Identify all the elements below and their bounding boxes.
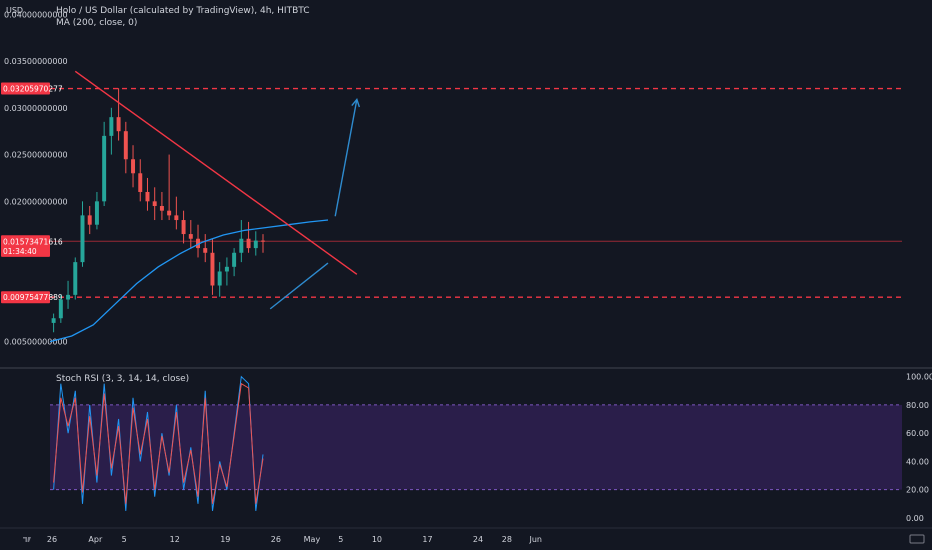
time-tick-label: Apr: [88, 535, 103, 544]
candle-body: [174, 215, 179, 221]
candle-body: [80, 215, 85, 263]
candle-body: [73, 262, 78, 295]
stoch-d-line: [53, 382, 264, 504]
candle-body: [232, 252, 237, 267]
candle-body: [94, 201, 99, 225]
stoch-band: [50, 404, 902, 490]
price-tick-label: 0.00500000000: [4, 338, 68, 347]
candle-body: [217, 271, 222, 286]
stoch-tick-label: 20.00: [906, 486, 929, 495]
candle-body: [239, 238, 244, 253]
candle-body: [224, 266, 229, 272]
time-tick-label: 19: [220, 535, 230, 544]
ma-line: [49, 219, 329, 343]
time-tick-label: May: [304, 535, 321, 544]
price-tag-label: 0.00975477889: [3, 293, 63, 302]
stoch-tick-label: 0.00: [906, 514, 924, 523]
settings-icon[interactable]: [908, 532, 926, 546]
stoch-tick-label: 40.00: [906, 457, 929, 466]
candle-body: [138, 173, 143, 192]
candle-body: [87, 215, 92, 225]
time-tick-label: 26: [47, 535, 57, 544]
candle-body: [58, 299, 63, 319]
candle-body: [145, 191, 150, 202]
time-tick-label: 26: [271, 535, 281, 544]
stoch-tick-label: 100.00: [906, 373, 932, 382]
candle-body: [261, 240, 265, 242]
time-tick-label: 5: [122, 535, 127, 544]
time-tick-label: 24: [473, 535, 483, 544]
price-tick-label: 0.02500000000: [4, 151, 68, 160]
candle-body: [188, 234, 193, 239]
price-tag-label: 01:34:40: [3, 247, 37, 256]
price-tag-label: 0.01573471616: [3, 237, 63, 246]
price-tick-label: 0.03000000000: [4, 104, 68, 113]
time-tick-label: 10: [372, 535, 382, 544]
price-tag-box: [1, 235, 50, 248]
arrow-head: [351, 97, 361, 108]
time-tick-label: Jun: [529, 535, 543, 544]
price-tag-label: 0.03205970277: [3, 85, 63, 94]
price-tag-box: [1, 291, 50, 304]
price-tick-label: 0.04000000000: [4, 10, 68, 19]
candle-body: [167, 210, 172, 216]
price-tick-label: 0.03500000000: [4, 57, 68, 66]
stoch-tick-label: 60.00: [906, 429, 929, 438]
candle-body: [181, 220, 186, 235]
tradingview-logo-icon: [23, 537, 31, 542]
symbol-title: Holo / US Dollar (calculated by TradingV…: [56, 6, 310, 16]
candle-body: [152, 201, 157, 207]
price-tag-box: [1, 82, 50, 95]
candle-body: [196, 238, 201, 249]
projection-arrow: [334, 99, 358, 217]
trendline: [74, 70, 358, 275]
stoch-legend: Stoch RSI (3, 3, 14, 14, close): [56, 374, 190, 384]
time-tick-label: 5: [338, 535, 343, 544]
candle-body: [51, 318, 56, 323]
ma-legend: MA (200, close, 0): [56, 18, 138, 28]
time-tick-label: 12: [170, 535, 180, 544]
candle-body: [159, 206, 164, 211]
currency-label: USD: [6, 6, 24, 15]
candle-body: [109, 117, 114, 136]
trendline: [269, 262, 329, 310]
time-tick-label: 17: [422, 535, 432, 544]
candle-body: [246, 238, 251, 249]
candle-body: [102, 135, 107, 202]
stoch-tick-label: 80.00: [906, 401, 929, 410]
candle-body: [131, 159, 136, 174]
price-tag-box: [1, 244, 50, 257]
candle-body: [116, 117, 121, 132]
time-tick-label: 28: [502, 535, 512, 544]
candle-body: [203, 248, 208, 253]
candle-body: [210, 252, 215, 286]
candle-body: [253, 240, 258, 249]
candle-body: [123, 131, 128, 160]
candle-body: [66, 294, 71, 300]
price-tick-label: 0.02000000000: [4, 197, 68, 206]
